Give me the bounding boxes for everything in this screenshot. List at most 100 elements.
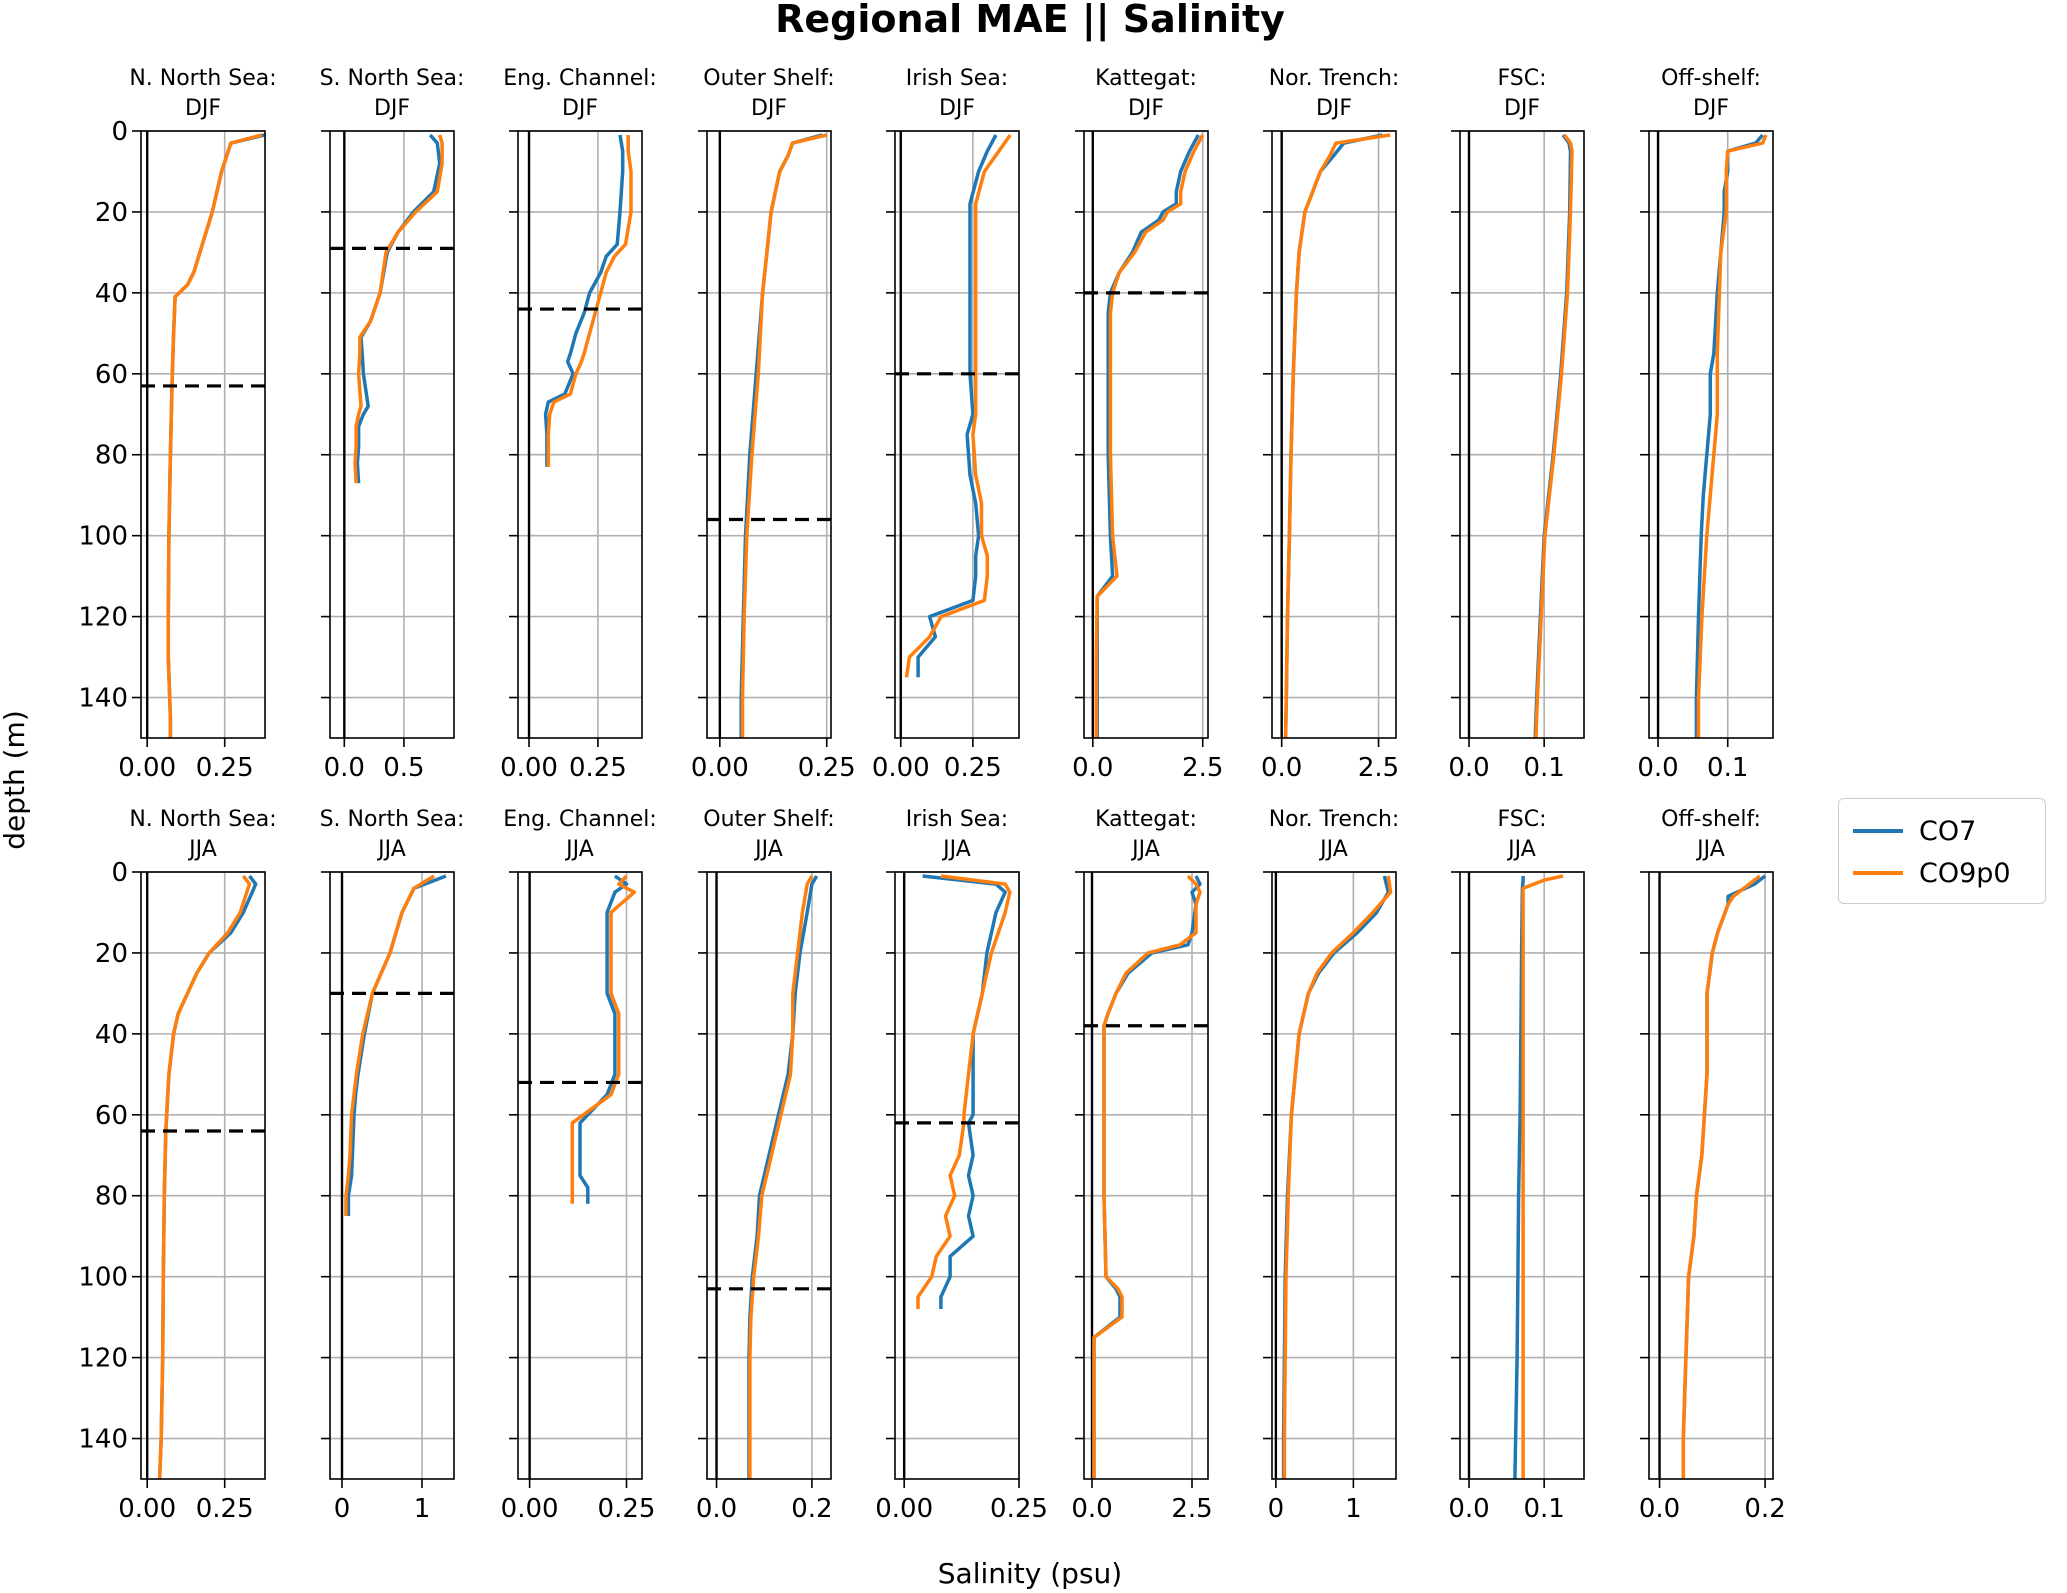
series-line-co9p0 xyxy=(1283,133,1391,738)
y-tick-label-0: 0 xyxy=(111,858,128,888)
series-line-co9p0 xyxy=(546,135,633,467)
panel-s-north-sea-jja: 0 1 S. North Sea: JJA xyxy=(320,807,465,1524)
x-tick-label-1: 1 xyxy=(1345,1494,1362,1524)
y-axis-label: depth (m) xyxy=(0,710,31,850)
panel-title-season: JJA xyxy=(1506,837,1536,862)
series-line-co7 xyxy=(166,133,265,738)
panel-s-north-sea-djf: 0.0 0.5 S. North Sea: DJF xyxy=(320,66,465,783)
panel-title-region: Outer Shelf: xyxy=(703,66,834,91)
y-tick-label-60: 60 xyxy=(95,360,128,390)
panel-title-region: S. North Sea: xyxy=(320,807,465,832)
panel-title-region: Off-shelf: xyxy=(1661,807,1761,832)
panel-title-region: Outer Shelf: xyxy=(703,807,834,832)
x-tick-label-1: 0.2 xyxy=(791,1494,832,1524)
panel-n-north-sea-djf: 0 20 40 60 80 100 120 140 0.00 0.25 N. North Sea: D… xyxy=(78,66,276,783)
series-line-co7 xyxy=(1281,875,1391,1479)
series-line-co9p0 xyxy=(344,874,435,1216)
y-tick-label-80: 80 xyxy=(95,1182,128,1212)
panel-title-season: JJA xyxy=(187,837,217,862)
x-tick-label-1: 0.1 xyxy=(1523,1494,1564,1524)
x-tick-label-0: 0.0 xyxy=(1072,753,1113,783)
panel-title-region: Eng. Channel: xyxy=(503,66,657,91)
legend-swatch-co9p0 xyxy=(1853,871,1903,875)
panel-title-region: Kattegat: xyxy=(1095,807,1197,832)
y-tick-label-140: 140 xyxy=(78,684,128,714)
panel-title-season: DJF xyxy=(1504,96,1540,121)
panel-title-region: N. North Sea: xyxy=(129,807,276,832)
panel-frame xyxy=(1083,130,1209,739)
x-tick-label-0: 0.0 xyxy=(324,753,365,783)
x-tick-label-0: 0.00 xyxy=(691,753,749,783)
series-line-co9p0 xyxy=(353,134,444,484)
panel-title-season: DJF xyxy=(1316,96,1352,121)
y-tick-label-120: 120 xyxy=(78,603,128,633)
series-line-co7 xyxy=(1095,134,1200,738)
panel-frame xyxy=(329,130,455,739)
panel-title-season: DJF xyxy=(562,96,598,121)
series-line-co7 xyxy=(1681,874,1767,1479)
panel-title-region: Eng. Channel: xyxy=(503,807,657,832)
x-tick-label-0: 0 xyxy=(1268,1494,1285,1524)
x-tick-label-1: 0.5 xyxy=(383,753,424,783)
panel-title-season: JJA xyxy=(941,837,971,862)
series-line-co9p0 xyxy=(570,874,637,1204)
panel-title-season: DJF xyxy=(939,96,975,121)
x-tick-label-1: 0.2 xyxy=(1744,1494,1785,1524)
panel-eng-channel-jja: 0.00 0.25 Eng. Channel: JJA xyxy=(501,807,657,1524)
x-tick-label-0: 0.0 xyxy=(1448,1494,1489,1524)
panel-off-shelf-djf: 0.0 0.1 Off-shelf: DJF xyxy=(1637,66,1774,783)
x-tick-label-0: 0.00 xyxy=(118,1494,176,1524)
x-tick-label-1: 0.25 xyxy=(569,753,627,783)
panel-n-north-sea-jja: 0 20 40 60 80 100 120 140 0.00 0.25 N. North Sea: J… xyxy=(78,807,276,1524)
panel-title-region: N. North Sea: xyxy=(129,66,276,91)
x-tick-label-1: 0.1 xyxy=(1707,753,1748,783)
series-line-co9p0 xyxy=(1534,133,1574,738)
legend-entry-co7: CO7 xyxy=(1853,811,1976,851)
y-tick-label-40: 40 xyxy=(95,1020,128,1050)
x-tick-label-1: 0.25 xyxy=(944,753,1002,783)
panel-fsc-djf: 0.0 0.1 FSC: DJF xyxy=(1448,66,1585,783)
panel-frame xyxy=(329,871,455,1480)
x-tick-label-0: 0.0 xyxy=(1639,1494,1680,1524)
panel-title-region: Nor. Trench: xyxy=(1269,66,1400,91)
panel-title-season: DJF xyxy=(1128,96,1164,121)
x-tick-label-1: 2.5 xyxy=(1171,1494,1212,1524)
panel-frame xyxy=(140,871,266,1480)
y-tick-label-140: 140 xyxy=(78,1425,128,1455)
y-tick-label-20: 20 xyxy=(95,198,128,228)
x-tick-label-0: 0.0 xyxy=(1637,753,1678,783)
x-tick-label-1: 0.25 xyxy=(196,753,254,783)
x-tick-label-0: 0.0 xyxy=(1261,753,1302,783)
panel-title-season: JJA xyxy=(1130,837,1160,862)
legend-label-co7: CO7 xyxy=(1919,815,1977,847)
panel-title-region: Irish Sea: xyxy=(906,807,1008,832)
panel-kattegat-djf: 0.0 2.5 Kattegat: DJF xyxy=(1072,66,1223,783)
panel-title-region: FSC: xyxy=(1497,807,1546,832)
panel-title-region: FSC: xyxy=(1497,66,1546,91)
x-tick-label-1: 0.25 xyxy=(598,1494,656,1524)
panel-nor-trench-jja: 0 1 Nor. Trench: JJA xyxy=(1263,807,1399,1524)
series-line-co7 xyxy=(157,874,258,1479)
panel-frame xyxy=(706,871,832,1480)
panel-title-season: DJF xyxy=(185,96,221,121)
series-line-co9p0 xyxy=(166,133,263,738)
legend-label-co9p0: CO9p0 xyxy=(1919,857,2011,889)
series-line-co9p0 xyxy=(904,133,1012,678)
series-line-co7 xyxy=(355,133,442,484)
panel-title-season: JJA xyxy=(376,837,406,862)
x-tick-label-0: 0.00 xyxy=(501,1494,559,1524)
panel-title-season: DJF xyxy=(1693,96,1729,121)
x-tick-label-0: 0 xyxy=(334,1494,351,1524)
series-line-co9p0 xyxy=(1681,874,1761,1479)
series-line-co7 xyxy=(747,875,819,1479)
panel-frame xyxy=(517,871,643,1480)
panel-frame xyxy=(894,871,1020,1480)
panel-title-region: Irish Sea: xyxy=(906,66,1008,91)
series-line-co9p0 xyxy=(740,133,828,738)
y-tick-label-120: 120 xyxy=(78,1344,128,1374)
panel-off-shelf-jja: 0.0 0.2 Off-shelf: JJA xyxy=(1639,807,1786,1524)
y-tick-label-20: 20 xyxy=(95,939,128,969)
y-tick-label-100: 100 xyxy=(78,522,128,552)
